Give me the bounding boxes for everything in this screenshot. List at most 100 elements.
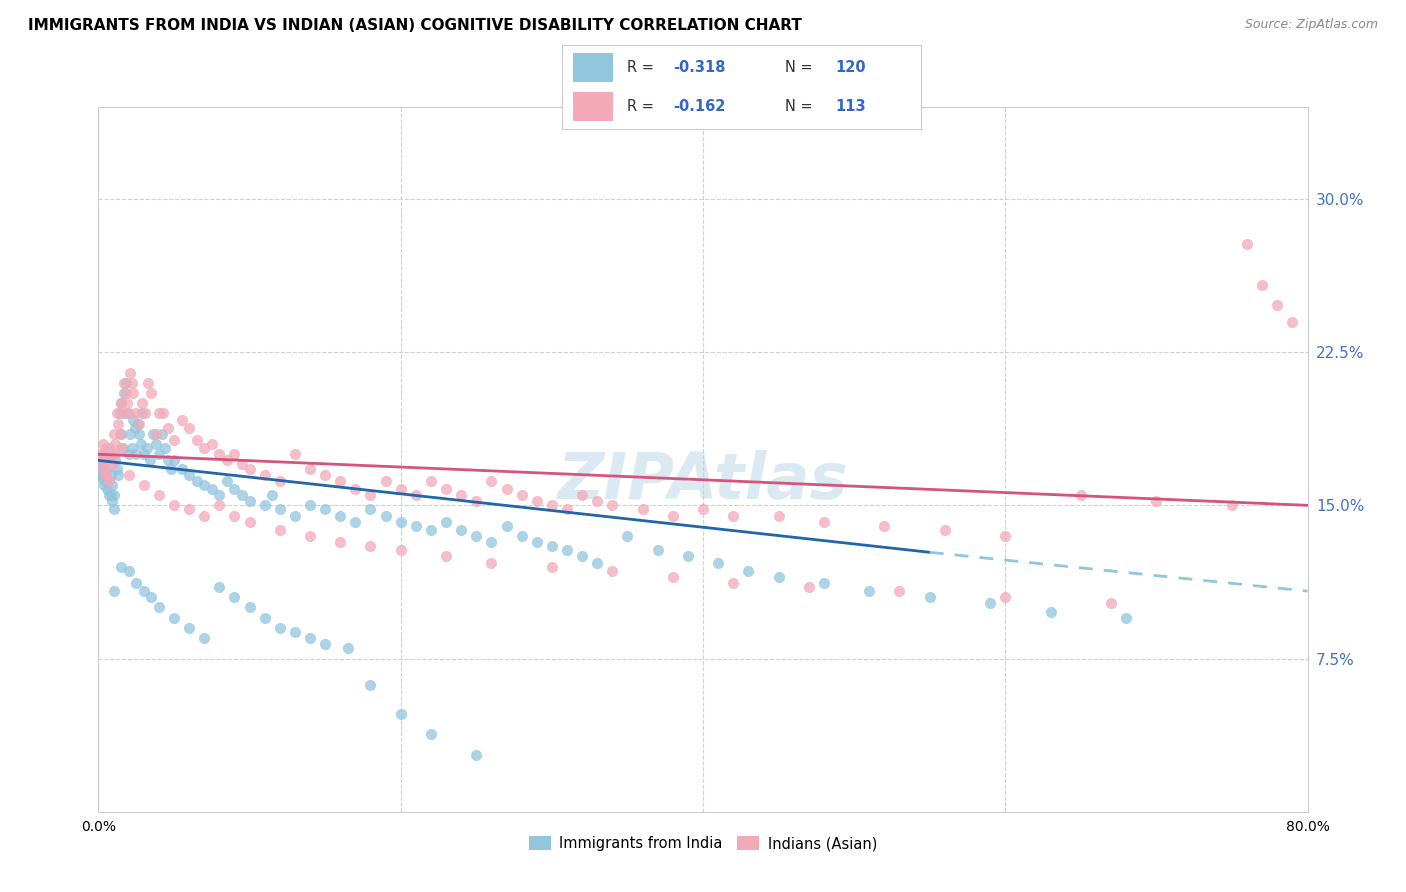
Point (94, 474, 117, 488)
Point (139, 453, 162, 467)
Point (94, 441, 117, 455)
Point (262, 488, 284, 502)
Point (179, 421, 201, 435)
Point (1070, 488, 1092, 502)
Point (89, 453, 111, 467)
Point (768, 570, 790, 584)
Point (813, 515, 835, 529)
Point (170, 412, 193, 426)
Point (148, 447, 170, 461)
Point (586, 494, 609, 508)
Point (90, 453, 112, 467)
Point (136, 376, 159, 390)
Point (163, 453, 186, 467)
Point (107, 417, 129, 431)
Point (1099, 596, 1122, 610)
Point (224, 591, 246, 605)
Text: 113: 113 (835, 99, 866, 114)
Point (103, 447, 125, 461)
Point (450, 523, 472, 537)
Text: R =: R = (627, 99, 658, 114)
Point (889, 584, 911, 599)
Point (647, 543, 669, 558)
Point (98, 441, 121, 455)
Point (118, 406, 141, 420)
Point (179, 621, 201, 635)
Legend: Immigrants from India, Indians (Asian): Immigrants from India, Indians (Asian) (523, 830, 883, 857)
Point (269, 502, 291, 516)
Point (934, 523, 956, 537)
Point (526, 535, 548, 549)
Point (201, 482, 224, 496)
Point (465, 494, 488, 508)
Point (163, 433, 186, 447)
Point (124, 421, 146, 435)
Point (631, 502, 654, 516)
Point (96, 482, 118, 496)
Point (131, 406, 153, 420)
Point (104, 437, 127, 451)
Point (148, 600, 170, 615)
Point (450, 488, 472, 502)
Point (96, 447, 118, 461)
Point (129, 437, 152, 451)
Point (141, 386, 163, 401)
Point (768, 508, 790, 523)
Point (142, 426, 165, 441)
Point (540, 539, 562, 553)
Point (329, 535, 352, 549)
Point (89, 467, 111, 482)
Point (160, 461, 183, 475)
Point (284, 624, 307, 639)
Point (555, 543, 578, 558)
Point (100, 488, 122, 502)
Point (131, 396, 153, 410)
Point (179, 502, 201, 516)
Point (344, 482, 367, 496)
Point (481, 556, 503, 570)
Point (94, 467, 117, 482)
Point (918, 591, 941, 605)
Point (148, 406, 170, 420)
Point (90, 461, 112, 475)
Point (314, 637, 336, 651)
Point (170, 461, 193, 475)
Point (707, 556, 730, 570)
Text: ZIPAtlas: ZIPAtlas (558, 450, 848, 511)
Point (135, 441, 157, 455)
Point (420, 474, 443, 488)
Point (994, 591, 1017, 605)
Point (360, 488, 382, 502)
Point (145, 437, 167, 451)
Point (93, 453, 115, 467)
Point (128, 426, 150, 441)
Point (91, 447, 114, 461)
Point (193, 478, 215, 492)
Point (125, 576, 148, 591)
Point (103, 488, 125, 502)
Point (495, 518, 517, 533)
Point (420, 523, 443, 537)
Point (118, 467, 141, 482)
Point (208, 580, 231, 594)
Point (103, 502, 125, 516)
Point (389, 706, 412, 721)
Point (104, 453, 127, 467)
Point (253, 499, 276, 513)
Point (979, 596, 1001, 610)
Point (465, 529, 488, 543)
Point (481, 474, 503, 488)
Point (269, 523, 291, 537)
Point (115, 406, 138, 420)
Point (103, 426, 125, 441)
Text: -0.318: -0.318 (673, 60, 725, 75)
Text: -0.162: -0.162 (673, 99, 725, 114)
Point (571, 488, 593, 502)
Point (163, 610, 186, 624)
Point (186, 433, 208, 447)
Point (344, 515, 367, 529)
Point (122, 386, 145, 401)
Point (737, 564, 759, 578)
Point (120, 366, 142, 380)
Point (314, 467, 336, 482)
